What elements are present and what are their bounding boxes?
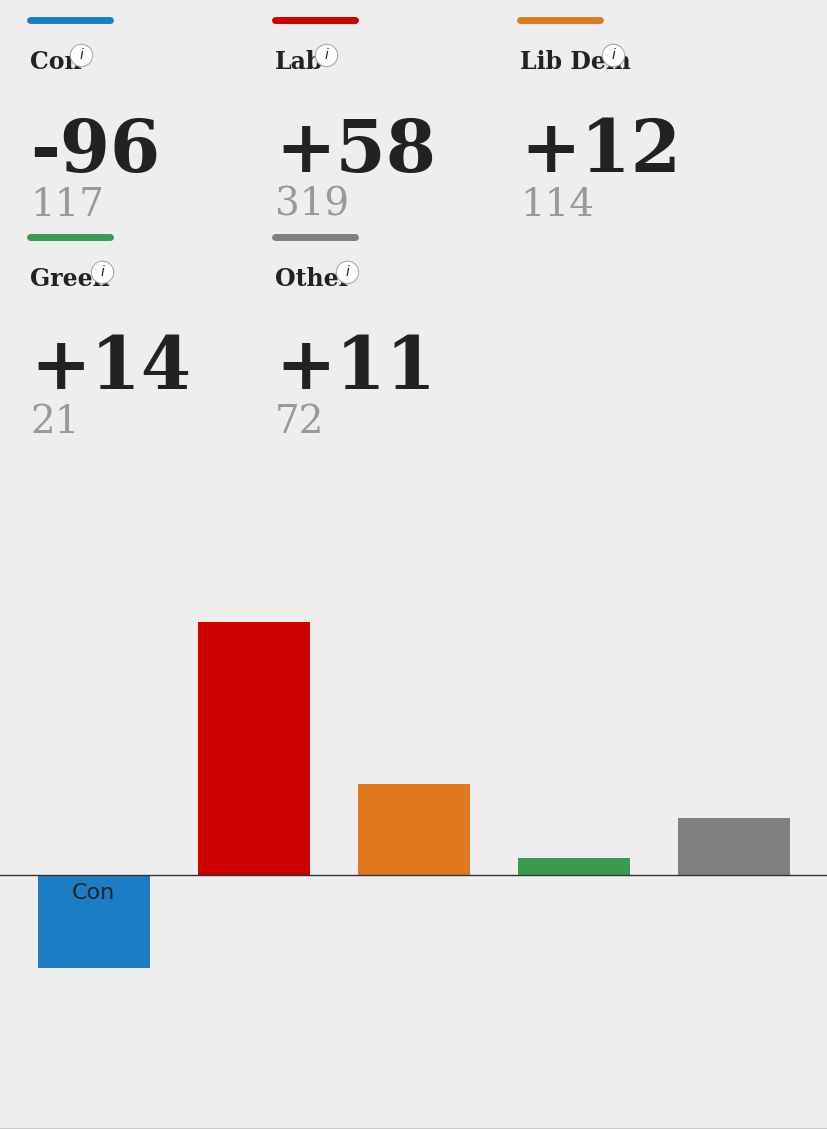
Text: Lab: Lab <box>275 51 323 75</box>
Text: 117: 117 <box>30 186 104 224</box>
Text: +14: +14 <box>30 333 191 404</box>
Text: +12: +12 <box>519 116 680 187</box>
Bar <box>357 785 470 875</box>
Bar <box>518 858 629 875</box>
Text: i: i <box>100 265 104 279</box>
Bar <box>37 875 150 968</box>
Bar <box>198 622 309 875</box>
Text: +11: +11 <box>275 333 436 404</box>
Text: Con: Con <box>30 51 82 75</box>
Text: 21: 21 <box>30 403 79 440</box>
Text: Lib Dem: Lib Dem <box>519 51 630 75</box>
Text: i: i <box>79 49 84 62</box>
Text: i: i <box>611 49 614 62</box>
Text: +58: +58 <box>275 116 436 187</box>
Text: Con: Con <box>72 883 115 903</box>
Text: i: i <box>324 49 328 62</box>
Text: Green: Green <box>30 268 110 291</box>
Bar <box>677 817 790 875</box>
Text: 319: 319 <box>275 186 349 224</box>
Text: Other: Other <box>275 268 351 291</box>
Text: 72: 72 <box>275 403 324 440</box>
Text: i: i <box>345 265 349 279</box>
Text: 114: 114 <box>519 186 594 224</box>
Text: -96: -96 <box>30 116 160 187</box>
